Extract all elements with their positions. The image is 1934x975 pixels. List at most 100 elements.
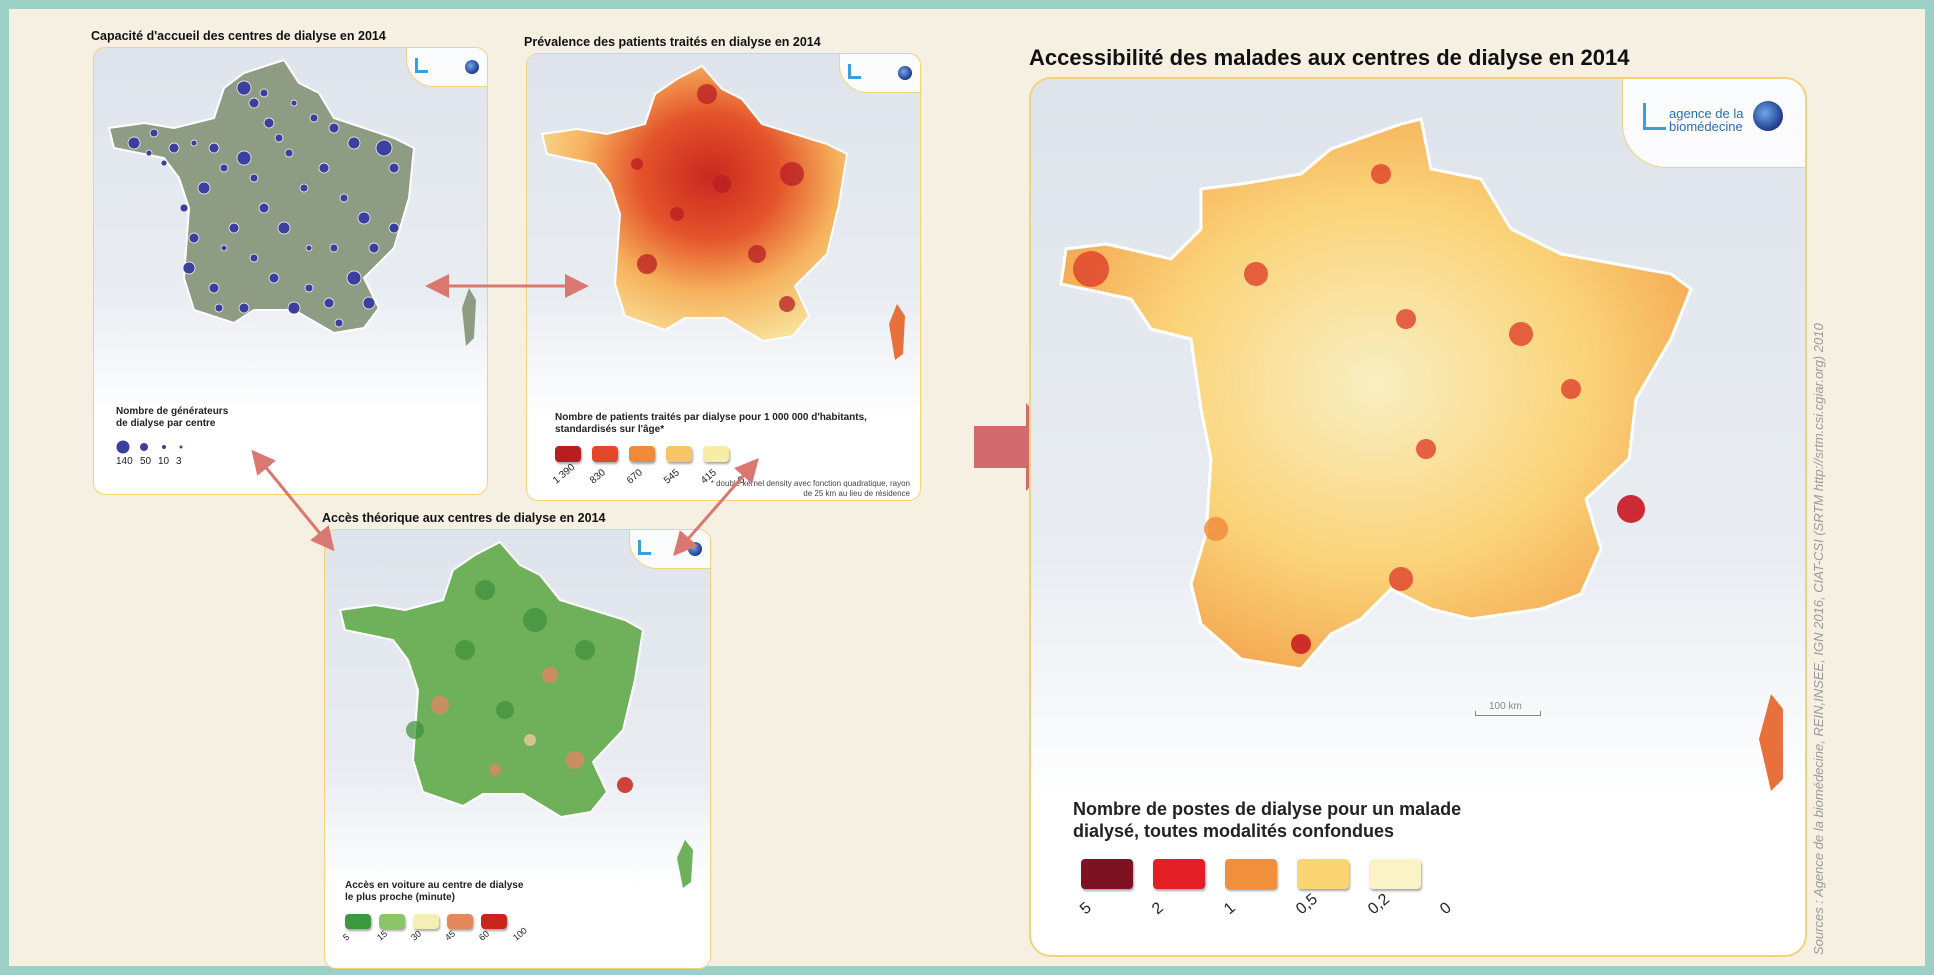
- capacity-symbol: [274, 133, 284, 143]
- capacity-symbol: [305, 244, 313, 252]
- source-credit: Sources : Agence de la biomédecine, REIN…: [1811, 323, 1826, 955]
- capacity-symbol: [214, 303, 224, 313]
- prevalence-map-panel: Nombre de patients traités par dialyse p…: [526, 53, 921, 501]
- capacity-legend-label: 140: [116, 456, 133, 467]
- scale-bar-label: 100 km: [1489, 701, 1522, 712]
- capacity-symbol: [249, 253, 259, 263]
- access-legend-swatch: [447, 914, 473, 929]
- france-outline: [1059, 117, 1693, 671]
- capacity-symbol: [362, 296, 376, 310]
- capacity-legend-title: Nombre de générateurs de dialyse par cen…: [116, 406, 229, 429]
- capacity-symbol: [329, 243, 339, 253]
- main-map-title: Accessibilité des malades aux centres de…: [1029, 45, 1630, 70]
- main-legend-swatch: [1081, 859, 1133, 889]
- capacity-symbol: [299, 183, 309, 193]
- prevalence-map: [540, 64, 905, 360]
- capacity-legend-label: 50: [140, 456, 152, 467]
- prevalence-legend-title: Nombre de patients traités par dialyse p…: [555, 412, 867, 435]
- logo-badge: agence de la biomédecine: [1622, 79, 1805, 168]
- prevalence-legend-swatch: [555, 446, 581, 462]
- france-outline: [338, 540, 645, 819]
- capacity-symbol: [127, 136, 141, 150]
- capacity-symbol: [388, 162, 400, 174]
- main-hotspots: [1073, 164, 1645, 654]
- capacity-symbol: [219, 163, 229, 173]
- capacity-symbol: [263, 117, 275, 129]
- capacity-symbol: [208, 142, 220, 154]
- prevalence-legend-swatch: [629, 446, 655, 462]
- logo-mark-icon: [415, 58, 428, 73]
- capacity-symbol: [236, 150, 252, 166]
- access-legend-swatch: [345, 914, 371, 929]
- prevalence-footnote: * double kernel density avec fonction qu…: [710, 479, 910, 498]
- capacity-map-panel: Nombre de générateurs de dialyse par cen…: [93, 47, 488, 495]
- capacity-symbol: [168, 142, 180, 154]
- capacity-symbol: [304, 283, 314, 293]
- main-legend-title: Nombre de postes de dialyse pour un mala…: [1073, 799, 1462, 841]
- capacity-symbol: [287, 301, 301, 315]
- corsica-outline: [462, 288, 476, 346]
- corsica-outline: [677, 840, 693, 888]
- capacity-symbol: [339, 193, 349, 203]
- prevalence-hotspots: [631, 84, 804, 312]
- capacity-symbol: [228, 222, 240, 234]
- link-arrow: [251, 449, 335, 552]
- access-legend-swatch: [481, 914, 507, 929]
- logo-disc-icon: [1753, 101, 1783, 131]
- capacity-symbol: [149, 128, 159, 138]
- logo-text: agence de la biomédecine: [1669, 106, 1744, 134]
- logo-badge: [406, 48, 487, 87]
- capacity-symbol: [318, 162, 330, 174]
- capacity-symbol: [346, 270, 362, 286]
- capacity-symbol: [357, 211, 371, 225]
- prevalence-map-title: Prévalence des patients traités en dialy…: [524, 35, 821, 49]
- capacity-symbol: [258, 202, 270, 214]
- logo-badge: [839, 54, 920, 93]
- capacity-symbol: [328, 122, 340, 134]
- link-arrow: [673, 457, 759, 557]
- capacity-symbol: [208, 282, 220, 294]
- capacity-symbol: [236, 80, 252, 96]
- corsica-outline: [889, 304, 905, 360]
- logo-mark-icon: [848, 64, 861, 79]
- logo-mark-icon: [638, 540, 651, 555]
- capacity-symbol: [220, 244, 228, 252]
- capacity-map-title: Capacité d'accueil des centres de dialys…: [91, 29, 386, 43]
- access-fast-zones: [406, 580, 595, 739]
- capacity-symbol: [248, 97, 260, 109]
- prevalence-legend-swatch: [592, 446, 618, 462]
- france-outline: [540, 64, 849, 343]
- capacity-symbol: [368, 242, 380, 254]
- access-legend-swatch: [413, 914, 439, 929]
- logo-disc-icon: [898, 66, 912, 80]
- logo-mark-icon: [1643, 103, 1666, 130]
- main-map-panel: agence de la biomédecine 100 km Nombre d…: [1029, 77, 1807, 957]
- capacity-symbol: [238, 302, 250, 314]
- capacity-legend-label: 3: [176, 456, 182, 467]
- capacity-legend-label: 10: [158, 456, 170, 467]
- corsica-outline: [1759, 694, 1783, 791]
- main-legend-swatch: [1225, 859, 1277, 889]
- capacity-legend-symbols: [115, 439, 183, 455]
- main-legend-swatch: [1153, 859, 1205, 889]
- capacity-symbol: [388, 222, 400, 234]
- capacity-symbols: [127, 80, 400, 328]
- capacity-symbol: [179, 203, 189, 213]
- capacity-map: [107, 58, 476, 346]
- capacity-symbol: [290, 99, 298, 107]
- capacity-symbol: [145, 149, 153, 157]
- access-map-panel: Accès en voiture au centre de dialyse le…: [324, 529, 711, 969]
- capacity-symbol: [334, 318, 344, 328]
- capacity-symbol: [268, 272, 280, 284]
- capacity-symbol: [190, 139, 198, 147]
- capacity-symbol: [375, 139, 393, 157]
- main-legend-swatch: [1369, 859, 1421, 889]
- access-legend-title: Accès en voiture au centre de dialyse le…: [345, 880, 524, 903]
- capacity-symbol: [197, 181, 211, 195]
- main-map: [1059, 117, 1783, 791]
- capacity-symbol: [323, 297, 335, 309]
- capacity-symbol: [249, 173, 259, 183]
- scale-bar: [1475, 711, 1541, 716]
- capacity-symbol: [259, 88, 269, 98]
- capacity-symbol: [188, 232, 200, 244]
